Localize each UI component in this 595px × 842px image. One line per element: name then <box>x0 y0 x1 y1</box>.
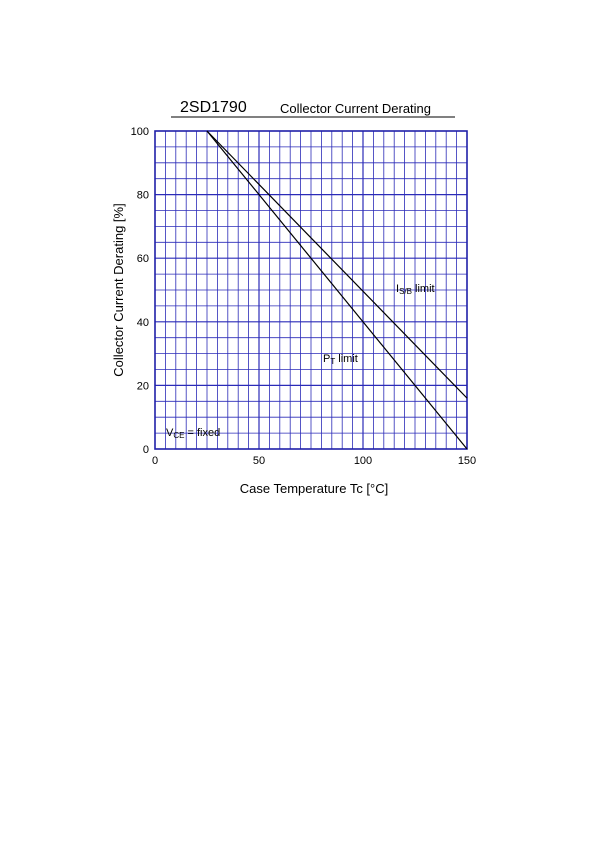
chart-title: Collector Current Derating <box>280 101 431 116</box>
pt-limit-label: PT limit <box>323 353 358 366</box>
plot-frame <box>154 130 468 450</box>
x-tick-label: 150 <box>458 455 476 467</box>
pt-limit-line <box>206 130 468 450</box>
isb-limit-label: IS/B limit <box>396 283 435 296</box>
y-tick-label: 0 <box>143 444 149 456</box>
x-tick-label: 100 <box>354 455 372 467</box>
part-number: 2SD1790 <box>180 99 247 116</box>
y-tick-label: 40 <box>137 317 149 329</box>
x-tick-label: 0 <box>152 455 158 467</box>
series-lines <box>206 130 468 450</box>
isb-limit-line <box>206 130 468 399</box>
x-tick-label: 50 <box>253 455 265 467</box>
axis-ticks: 0 50 100 150 0 20 40 60 80 100 <box>131 126 477 467</box>
x-axis-label: Case Temperature Tc [°C] <box>240 481 389 496</box>
y-tick-label: 100 <box>131 126 149 138</box>
grid-lines <box>155 131 467 449</box>
y-tick-label: 80 <box>137 190 149 202</box>
y-axis-label: Collector Current Derating [%] <box>111 203 126 376</box>
y-tick-label: 60 <box>137 253 149 265</box>
vce-fixed-label: VCE = fixed <box>166 427 220 440</box>
y-tick-label: 20 <box>137 380 149 392</box>
